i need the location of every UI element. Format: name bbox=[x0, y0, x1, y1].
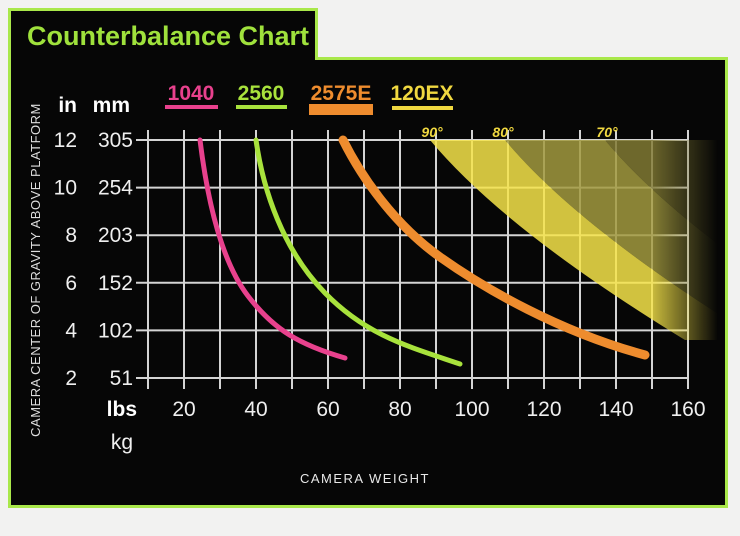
legend-swatch-120EX bbox=[392, 106, 453, 110]
angle-label-80: 80° bbox=[492, 124, 514, 140]
y-unit-header-mm: mm bbox=[93, 94, 130, 117]
y-tick-mm-305: 305 bbox=[98, 129, 133, 152]
x-tick-labels: 20 40 60 80 100 120 140 160 bbox=[172, 398, 705, 421]
angle-label-90: 90° bbox=[421, 124, 443, 140]
band-120ex-80deg bbox=[505, 140, 740, 328]
legend-label-2560: 2560 bbox=[238, 82, 285, 105]
x-tick-100: 100 bbox=[454, 398, 489, 421]
x-tick-60: 60 bbox=[316, 398, 339, 421]
x-unit-kg: kg bbox=[111, 431, 133, 454]
legend-swatch-2560 bbox=[236, 105, 287, 109]
curve-2560 bbox=[253, 137, 463, 367]
y-tick-mm-51: 51 bbox=[110, 367, 133, 390]
x-axis-title: CAMERA WEIGHT bbox=[300, 471, 430, 486]
y-tick-in-6: 6 bbox=[65, 272, 77, 295]
x-tick-20: 20 bbox=[172, 398, 195, 421]
y-tick-labels-in: 12 10 8 6 4 2 bbox=[54, 129, 78, 390]
x-tick-40: 40 bbox=[244, 398, 267, 421]
y-unit-header-in: in bbox=[58, 94, 77, 117]
x-unit-lbs: lbs bbox=[107, 398, 137, 421]
band-120ex-70deg bbox=[605, 140, 740, 261]
y-tick-in-10: 10 bbox=[54, 177, 77, 200]
angle-labels: 90° 80° 70° bbox=[421, 124, 618, 140]
legend-swatch-1040 bbox=[165, 105, 218, 109]
y-tick-labels-mm: 305 254 203 152 102 51 bbox=[98, 129, 133, 390]
page-title: Counterbalance Chart bbox=[27, 21, 309, 51]
band-group-120ex bbox=[430, 140, 740, 340]
chart-panel bbox=[8, 8, 728, 508]
band-120ex-90deg bbox=[430, 140, 740, 340]
y-tick-in-2: 2 bbox=[65, 367, 77, 390]
y-tick-in-12: 12 bbox=[54, 129, 77, 152]
legend-label-1040: 1040 bbox=[168, 82, 215, 105]
legend-swatch-2575E bbox=[309, 104, 373, 115]
x-tick-160: 160 bbox=[670, 398, 705, 421]
y-tick-mm-102: 102 bbox=[98, 319, 133, 342]
y-tick-mm-152: 152 bbox=[98, 272, 133, 295]
y-tick-mm-203: 203 bbox=[98, 224, 133, 247]
angle-label-70: 70° bbox=[596, 124, 618, 140]
curve-2575E bbox=[338, 135, 650, 360]
legend-label-120EX: 120EX bbox=[390, 82, 453, 105]
legend: 1040 2560 2575E 120EX bbox=[165, 82, 454, 115]
x-tick-120: 120 bbox=[526, 398, 561, 421]
y-axis-title: CAMERA CENTER OF GRAVITY ABOVE PLATFORM bbox=[28, 103, 43, 437]
x-tick-140: 140 bbox=[598, 398, 633, 421]
y-tick-in-8: 8 bbox=[65, 224, 77, 247]
curve-1040 bbox=[197, 137, 348, 361]
x-tick-80: 80 bbox=[388, 398, 411, 421]
y-tick-mm-254: 254 bbox=[98, 177, 133, 200]
legend-label-2575E: 2575E bbox=[311, 82, 372, 105]
y-tick-in-4: 4 bbox=[65, 319, 77, 342]
